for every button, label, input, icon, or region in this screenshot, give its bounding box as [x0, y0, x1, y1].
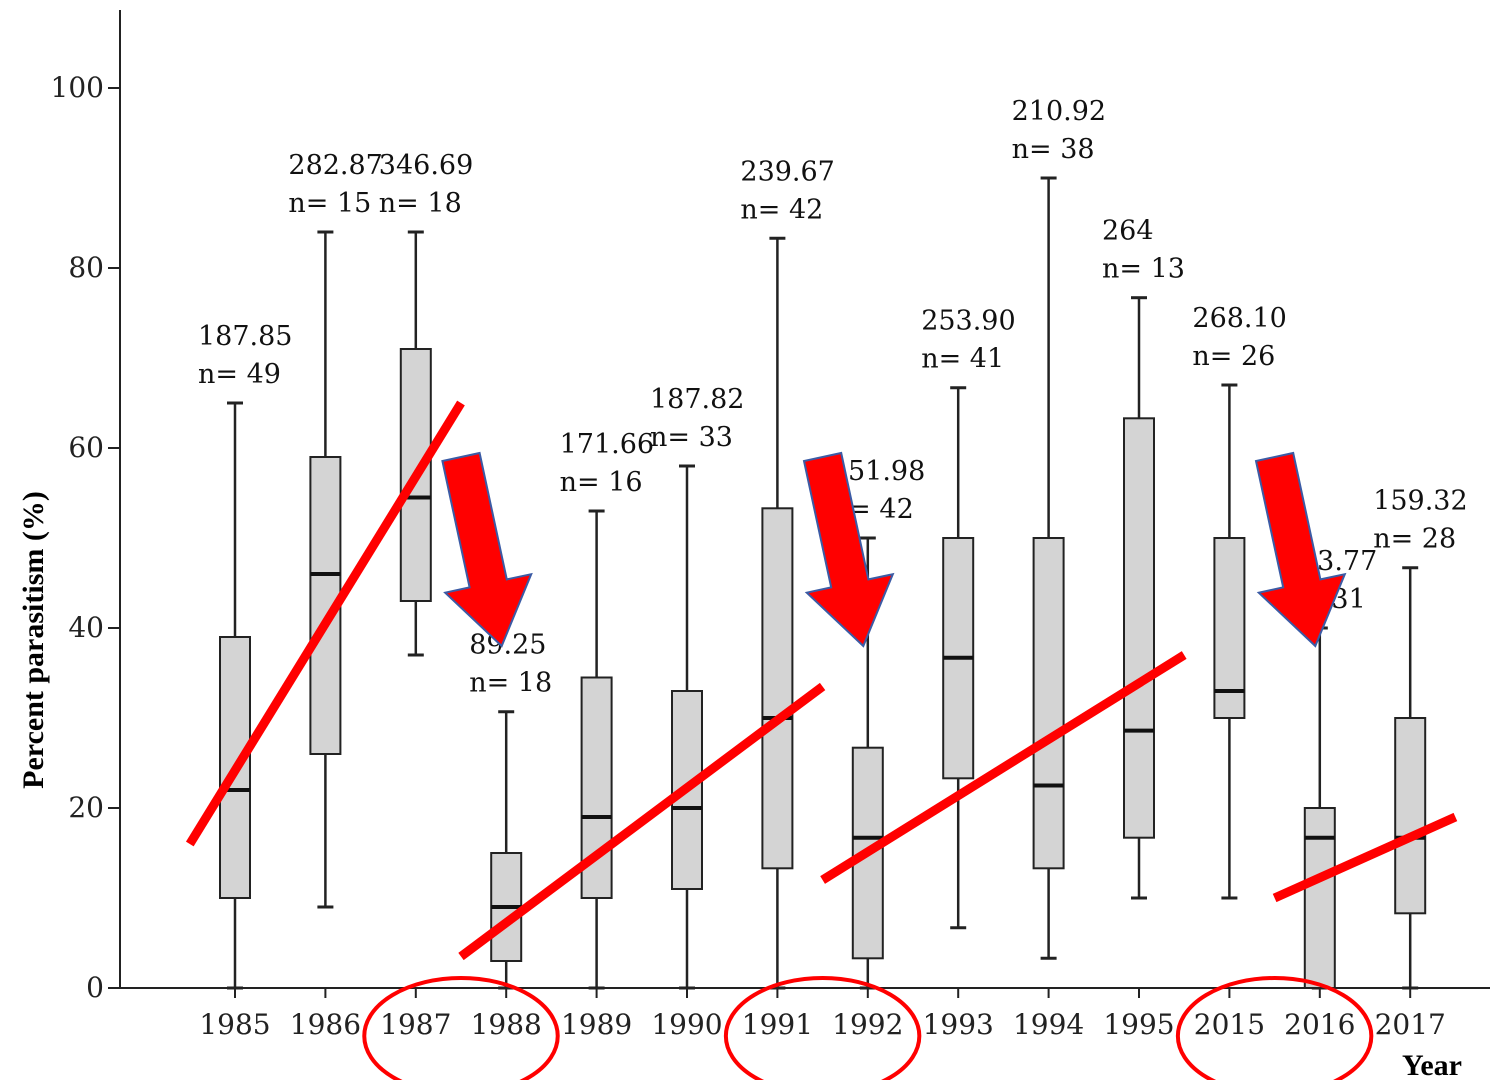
- drop-arrow: [802, 451, 895, 648]
- value-label: 239.67: [740, 156, 834, 187]
- highlight-circle: [723, 976, 922, 1080]
- iqr-box: [1213, 537, 1246, 719]
- n-label: n= 33: [650, 422, 733, 453]
- iqr-box: [1303, 807, 1336, 989]
- drop-arrow: [1254, 451, 1347, 648]
- highlight-circle: [1175, 976, 1374, 1080]
- value-label: 187.85: [198, 321, 292, 352]
- y-axis: 0 20 40 60 80 100: [51, 10, 121, 1004]
- value-label: 264: [1102, 216, 1154, 247]
- box-1985: [219, 401, 251, 990]
- x-tick-label: 1994: [1013, 1008, 1084, 1041]
- value-label: 253.90: [921, 306, 1015, 337]
- x-axis: 1985 1986 1987 1988 1989 1990 1991 1992 1993 1994…: [120, 987, 1490, 1041]
- value-label: 89.25: [469, 630, 546, 661]
- x-tick-label: 1990: [651, 1008, 722, 1041]
- box-1994: [1032, 176, 1065, 960]
- value-label: 159.32: [1373, 486, 1467, 517]
- n-label: n= 49: [198, 359, 281, 390]
- trend-line: [820, 651, 1187, 884]
- x-tick-label: 1993: [923, 1008, 994, 1041]
- n-label: n= 41: [921, 344, 1004, 375]
- value-label: 210.92: [1012, 96, 1106, 127]
- x-axis-title: Year: [1402, 1049, 1462, 1080]
- box-series: [219, 176, 1427, 990]
- box-1986: [309, 230, 342, 909]
- iqr-box: [1394, 717, 1427, 915]
- value-label: 187.82: [650, 384, 744, 415]
- n-label: n= 18: [379, 188, 462, 219]
- n-label: n= 42: [740, 194, 823, 225]
- value-label: 171.66: [560, 429, 654, 460]
- box-1989: [580, 509, 613, 990]
- y-tick-label: 60: [68, 431, 104, 464]
- box-1988: [490, 710, 523, 990]
- overlay-annotations: [185, 400, 1458, 1080]
- y-tick-label: 80: [68, 251, 104, 284]
- box-1993: [942, 386, 975, 930]
- iqr-box: [1032, 537, 1065, 870]
- value-label: 268.10: [1192, 303, 1286, 334]
- iqr-box: [1123, 417, 1155, 839]
- n-label: n= 15: [288, 188, 371, 219]
- n-label: n= 18: [469, 668, 552, 699]
- box-1995: [1123, 296, 1155, 900]
- box-2015: [1213, 383, 1246, 900]
- iqr-box: [761, 507, 794, 870]
- y-tick-label: 20: [68, 791, 104, 824]
- trend-line: [458, 682, 826, 961]
- n-label: n= 26: [1192, 341, 1275, 372]
- x-tick-label: 1989: [561, 1008, 632, 1041]
- box-2017: [1394, 566, 1427, 990]
- n-label: n= 38: [1012, 134, 1095, 165]
- value-label: 346.69: [379, 150, 473, 181]
- x-tick-label: 2015: [1194, 1008, 1265, 1041]
- y-tick-label: 100: [51, 71, 104, 104]
- highlight-circle: [362, 976, 560, 1080]
- x-tick-label: 1986: [290, 1008, 361, 1041]
- x-tick-label: 1988: [471, 1008, 542, 1041]
- x-tick-label: 1987: [380, 1008, 451, 1041]
- drop-arrow: [441, 451, 533, 648]
- x-tick-label: 1992: [832, 1008, 903, 1041]
- box-1987: [399, 230, 432, 657]
- y-tick-label: 0: [86, 971, 104, 1004]
- trend-line: [185, 400, 465, 847]
- x-tick-label: 1985: [199, 1008, 270, 1041]
- x-tick-label: 1995: [1103, 1008, 1174, 1041]
- y-axis-title: Percent parasitism (%): [17, 491, 50, 789]
- x-tick-label: 2017: [1375, 1008, 1446, 1041]
- value-label: 282.87: [288, 150, 382, 181]
- x-tick-label: 2016: [1284, 1008, 1355, 1041]
- box-2016: [1303, 626, 1336, 990]
- n-label: n= 16: [560, 467, 643, 498]
- y-tick-label: 40: [68, 611, 104, 644]
- box-annotations: 187.85 n= 49 282.87 n= 15 346.69 n= 18 89.25 n=…: [198, 96, 1468, 699]
- n-label: n= 13: [1102, 254, 1185, 285]
- x-tick-label: 1991: [742, 1008, 813, 1041]
- n-label: n= 28: [1373, 524, 1456, 555]
- trend-line: [1272, 812, 1458, 903]
- box-1990: [671, 464, 703, 990]
- box-1991: [761, 236, 794, 990]
